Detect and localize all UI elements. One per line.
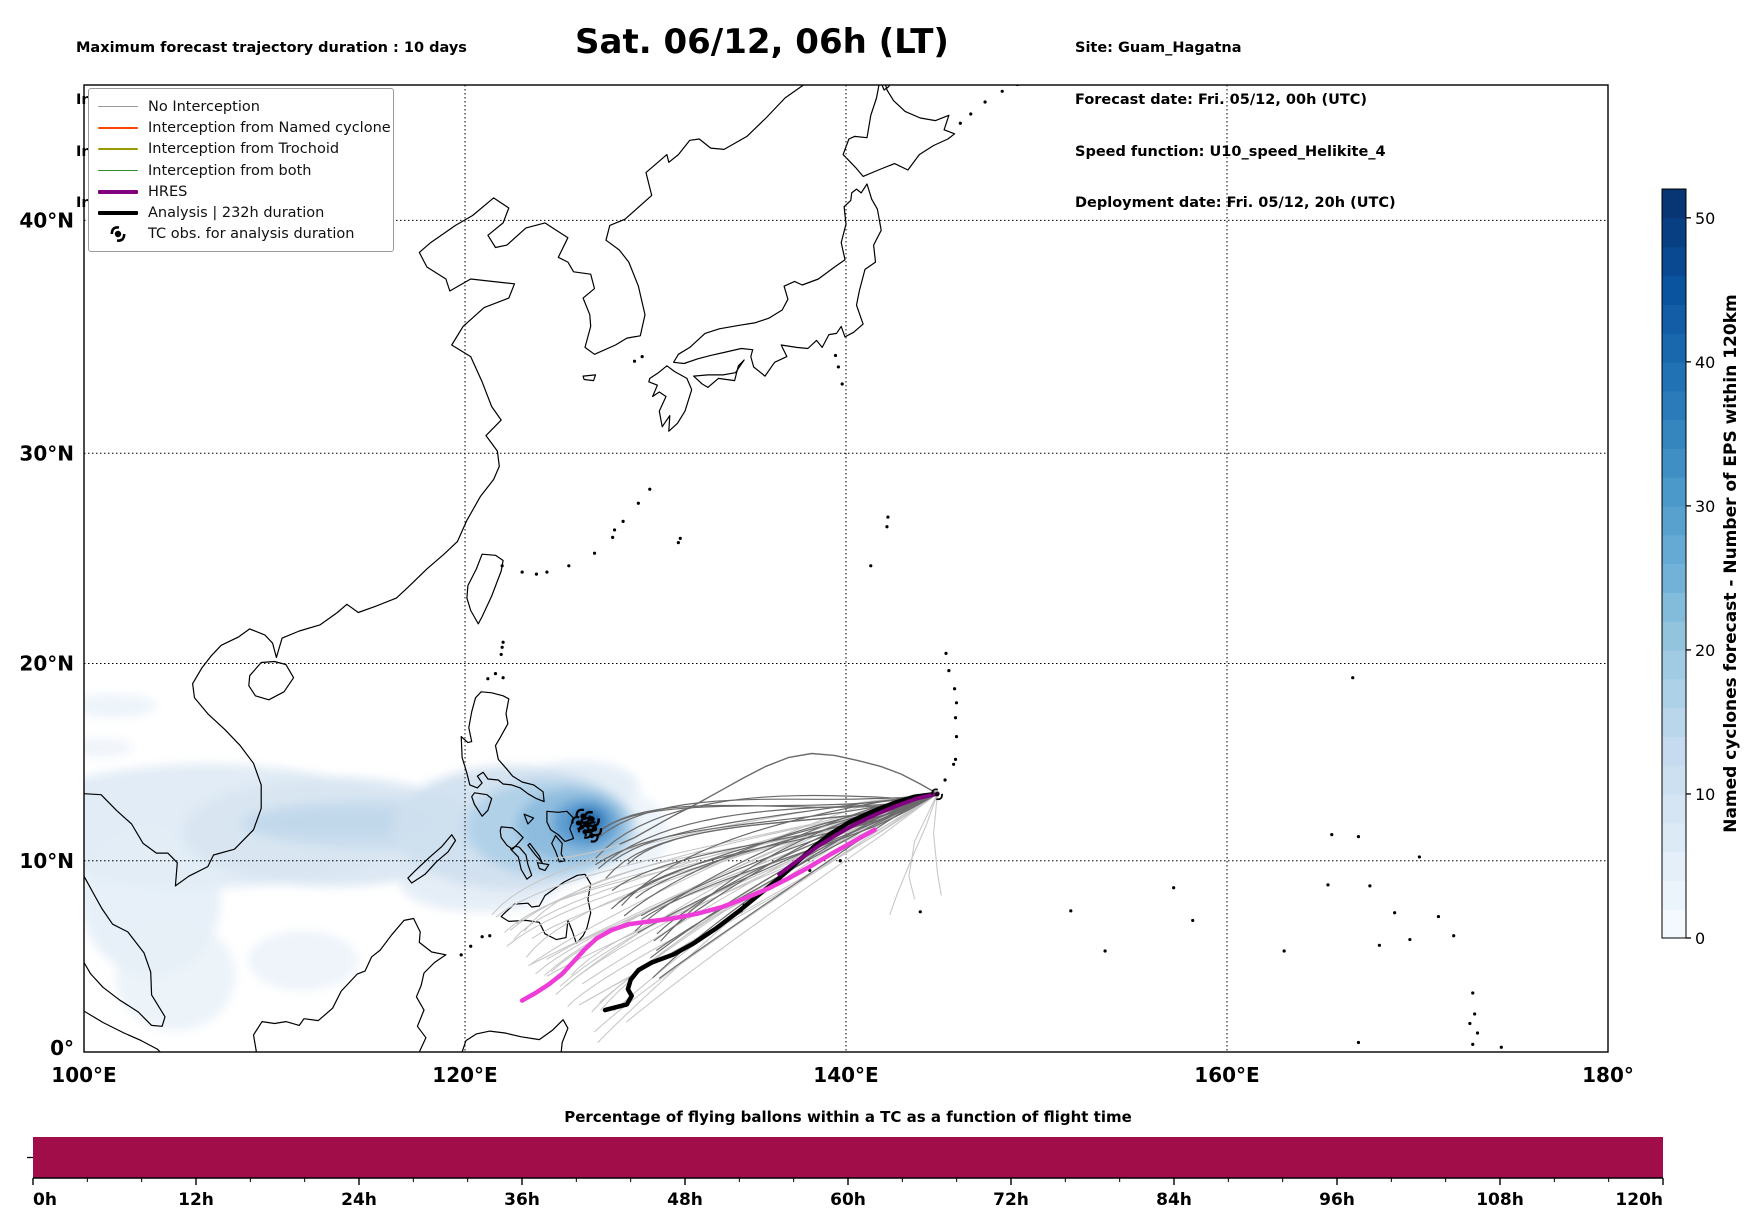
axis-tick-labels: 0° 10°N 20°N 30°N 40°N 100°E 120°E 140°E 160°E 18… [19,208,1633,1087]
legend-item: Interception from both [89,160,393,181]
site-line: Speed function: U10_speed_Helikite_4 [1075,143,1386,160]
legend-item-label: HRES [148,183,188,200]
colorbar-tick-label: 0 [1695,929,1705,948]
colorbar-tick-label: 40 [1695,353,1715,372]
flight-bar-tick-label: 48h [667,1190,703,1210]
tc-symbol-icon [98,224,138,244]
tc-obs-symbols [571,788,943,843]
map-border [83,84,1609,1053]
flight-bar [33,1137,1663,1178]
lon-tick-label: 180° [1582,1063,1634,1087]
flight-bar-tick-label: 12h [178,1190,214,1210]
series-ensemble-arc-light [555,843,620,859]
lat-tick-label: 40°N [19,208,74,232]
series-analysis [602,791,940,1013]
colorbar-tick-label: 10 [1695,785,1715,804]
lat-tick-label: 30°N [19,441,74,465]
legend-item-label: No Interception [148,98,260,115]
flight-bar-title: Percentage of flying ballons within a TC… [564,1108,1132,1126]
flight-bar-tick-label: 60h [830,1190,866,1210]
legend-line-icon [98,105,138,108]
legend-item-label: Analysis | 232h duration [148,205,325,222]
flight-bar-tick-label: 120h [1615,1190,1663,1210]
legend-item-label: TC obs. for analysis duration [148,226,355,243]
lat-tick-label: 20°N [19,652,74,676]
colorbar-tick-label: 50 [1695,209,1715,228]
legend-line-icon [98,211,138,216]
legend-item: HRES [89,181,393,202]
lat-tick-label: 0° [50,1036,74,1060]
gridlines [84,85,1608,1052]
legend-line-icon [98,169,138,172]
legend-item: Interception from Named cyclone [89,117,393,138]
eps-trajectories-stray [889,793,942,915]
legend-item: Analysis | 232h duration [89,202,393,223]
colorbar-label: Named cyclones forecast - Number of EPS … [1721,294,1741,833]
flight-time-bar-chart: Percentage of flying ballons within a TC… [27,1108,1664,1210]
config-line: Maximum forecast trajectory duration : 1… [76,40,467,57]
legend-item-label: Interception from Named cyclone [148,119,391,136]
map-canvas [84,85,1608,1052]
colorbar: 0 10 20 30 40 50 Named cyclones forecast - Num… [1661,188,1741,948]
legend-line-icon [98,148,138,150]
legend-item-label: Interception from Trochoid [148,141,340,158]
flight-bar-tick-label: 108h [1476,1190,1524,1210]
site-line: Site: Guam_Hagatna [1075,40,1242,57]
site-line: Forecast date: Fri. 05/12, 00h (UTC) [1075,92,1368,109]
colorbar-tick-label: 20 [1695,641,1715,660]
legend-line-icon [98,127,138,129]
legend-item: No Interception [89,96,393,117]
series-hres [777,791,940,877]
flight-bar-tick-label: 96h [1319,1190,1355,1210]
series-ensemble-arc-dark [618,752,939,845]
flight-bar-tick-label: 36h [504,1190,540,1210]
legend-item: Interception from Trochoid [89,139,393,160]
legend: No Interception Interception from Named c… [88,88,394,253]
site-info-text: Site: Guam_Hagatna Forecast date: Fri. 0… [1075,6,1396,247]
legend-item-label: Interception from both [148,162,312,179]
flight-bar-tick-label: 84h [1156,1190,1192,1210]
page-title: Sat. 06/12, 06h (LT) [575,22,949,62]
legend-line-icon [98,189,138,194]
flight-bar-tick-label: 24h [341,1190,377,1210]
lat-tick-label: 10°N [19,849,74,873]
site-line: Deployment date: Fri. 05/12, 20h (UTC) [1075,195,1396,212]
lon-tick-label: 160°E [1194,1063,1259,1087]
lon-tick-label: 100°E [51,1063,116,1087]
lon-tick-label: 120°E [432,1063,497,1087]
coastlines [84,85,1503,1052]
flight-bar-tick-label: 72h [993,1190,1029,1210]
series-tc-track-magenta [519,827,877,1003]
legend-item: TC obs. for analysis duration [89,224,393,245]
flight-bar-tick-label: 0h [33,1190,57,1210]
eps-density-field [84,693,669,1031]
lon-tick-label: 140°E [813,1063,878,1087]
colorbar-tick-label: 30 [1695,497,1715,516]
